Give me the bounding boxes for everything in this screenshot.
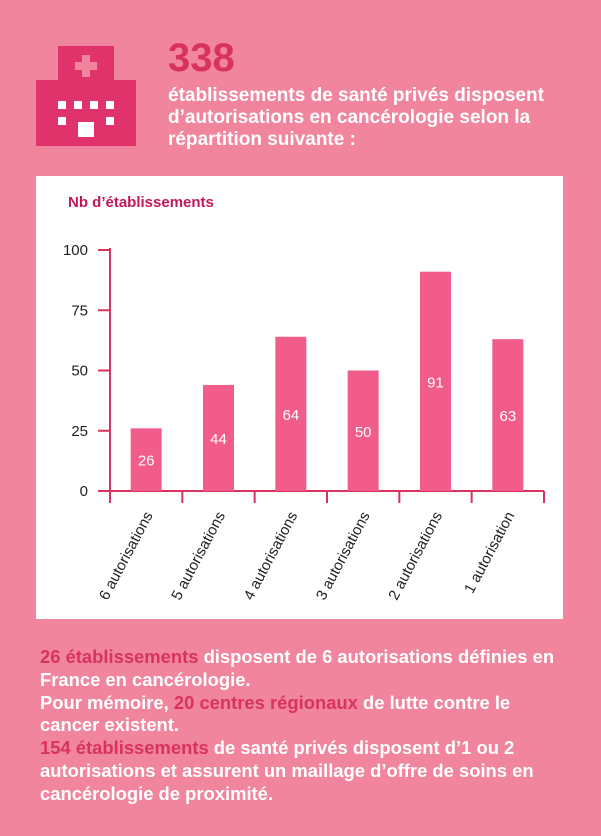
category-label: 6 autorisations xyxy=(96,509,157,603)
footer-paragraph-3: 154 établissements de santé privés dispo… xyxy=(40,737,570,805)
intro-text: établissements de santé privés disposent… xyxy=(168,85,544,150)
bar-value-label: 63 xyxy=(499,408,516,425)
category-label: 1 autorisation xyxy=(461,509,518,597)
y-tick-label: 25 xyxy=(71,423,88,440)
y-tick-label: 50 xyxy=(71,363,88,380)
y-axis-label: Nb d’établissements xyxy=(68,194,214,211)
footer-text: 26 établissements disposent de 6 autoris… xyxy=(40,646,570,806)
bar-value-label: 91 xyxy=(427,374,444,391)
footer-p2-text: de lutte contre le cancer existent. xyxy=(40,691,511,736)
bar-value-label: 26 xyxy=(138,453,155,470)
category-label: 5 autorisations xyxy=(168,509,229,603)
footer-p1-text: disposent de 6 autorisations définies en… xyxy=(40,646,555,690)
bar-value-label: 64 xyxy=(282,407,299,424)
hospital-icon xyxy=(36,46,136,146)
footer-p2-pre: Pour mémoire, xyxy=(40,691,174,713)
footer-paragraph-2: Pour mémoire, 20 centres régionaux de lu… xyxy=(40,692,570,738)
y-tick-label: 0 xyxy=(80,483,88,500)
bar-chart: 0 25 50 75 100 26 6 autorisations 44 5 autorisat… xyxy=(63,242,545,603)
bar-value-label: 44 xyxy=(210,431,227,448)
bar-value-label: 50 xyxy=(355,424,372,441)
y-tick-label: 75 xyxy=(71,302,88,319)
highlight-20: 20 centres régionaux xyxy=(173,691,358,713)
bar xyxy=(275,336,307,491)
category-label: 2 autorisations xyxy=(385,509,446,603)
bar xyxy=(420,271,451,491)
footer-paragraph-1: 26 établissements disposent de 6 autoris… xyxy=(40,646,570,692)
category-label: 3 autorisations xyxy=(313,509,374,603)
bar xyxy=(203,384,234,491)
highlight-26: 26 établissements xyxy=(40,646,199,667)
y-tick-label: 100 xyxy=(63,242,88,259)
footer-p3-text: de santé privés disposent d’1 ou 2 autor… xyxy=(40,737,534,804)
bar xyxy=(492,339,524,491)
category-label: 4 autorisations xyxy=(241,509,302,603)
chart-panel: Nb d’établissements 0 25 50 75 100 26 6 autori… xyxy=(36,176,563,619)
bar xyxy=(347,370,379,491)
highlight-154: 154 établissements xyxy=(40,737,209,759)
total-number: 338 xyxy=(168,36,235,80)
bar xyxy=(130,428,162,491)
